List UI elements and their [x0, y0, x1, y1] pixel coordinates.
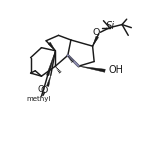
Polygon shape	[46, 51, 55, 76]
Text: methyl: methyl	[26, 96, 51, 102]
Text: O: O	[38, 85, 45, 94]
Polygon shape	[48, 42, 55, 51]
Text: O: O	[40, 86, 47, 95]
Text: O: O	[92, 28, 99, 37]
Polygon shape	[79, 66, 105, 72]
Text: OH: OH	[109, 65, 124, 75]
Polygon shape	[93, 36, 98, 46]
Polygon shape	[47, 75, 51, 86]
Text: Si: Si	[106, 21, 115, 31]
